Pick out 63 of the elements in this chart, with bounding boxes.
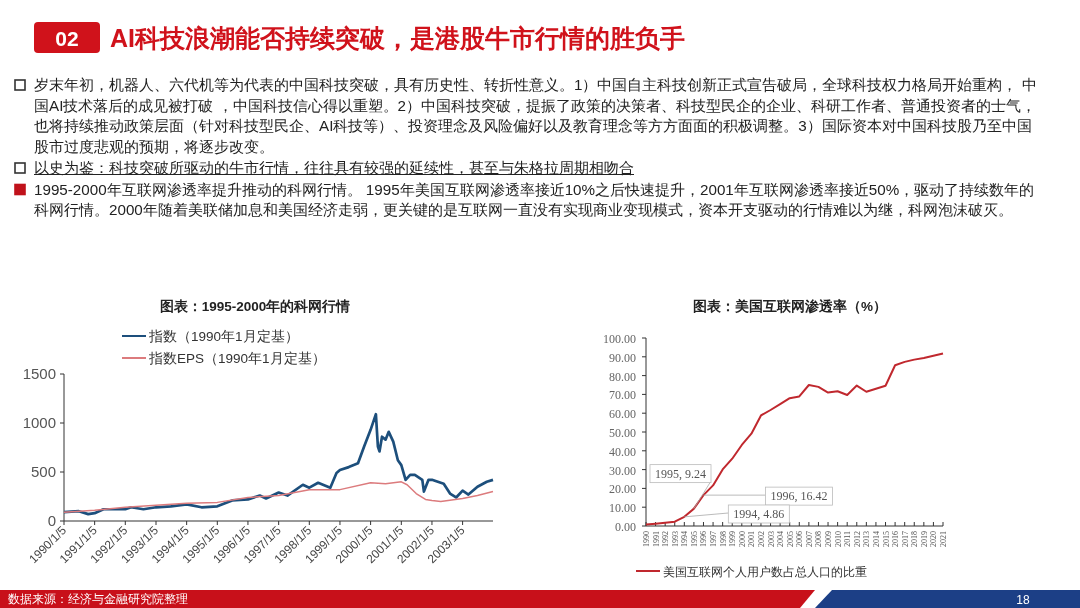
x-tick-label: 2006 [795,531,805,547]
chart-title: 图表：1995-2000年的科网行情 [159,299,351,314]
x-tick-label: 2002 [756,531,766,547]
y-tick-label: 10.00 [609,501,636,516]
x-tick-label: 1992 [661,531,671,547]
x-tick-label: 1993 [670,531,680,547]
legend-label: 美国互联网个人用户数占总人口的比重 [663,565,867,579]
line-series [63,481,494,513]
x-tick-label: 2012 [852,531,862,547]
y-tick-label: 70.00 [609,388,636,403]
y-tick-label: 100.00 [603,332,636,346]
text: 1995-2000年互联网渗透率提升推动的科网行情。 1995年美国互联网渗透率接近10%之后快速提升，2001年互联网渗透率接近50%，驱动了持续数年的科网行情。2000年随着美联储加息和美国经济走弱，更关键的是互联网一直没有实现商业变现模式，资本开支驱动的行情难以为继，科网泡沫破灭。 [34,179,1036,220]
annotation: 1994, 4.86 [733,507,785,521]
x-tick-label: 2019 [919,531,929,547]
y-tick-label: 1500 [22,365,56,382]
x-tick-label: 1995 [689,531,699,547]
x-tick-label: 2014 [871,531,881,547]
y-tick-label: 20.00 [609,482,636,497]
y-tick-label: 0 [47,512,56,529]
x-tick-label: 2008 [814,531,824,547]
x-tick-label: 2004 [776,531,786,547]
y-tick-label: 50.00 [609,426,636,440]
x-tick-label: 2016 [891,531,901,547]
x-tick-label: 2009 [824,531,834,547]
source-note: 数据来源：经济与金融研究院整理 [8,592,188,606]
x-tick-label: 1994 [680,531,690,547]
legend-label: 指数EPS（1990年1月定基） [148,351,326,366]
x-tick-label: 1999 [728,531,738,547]
x-tick-label: 2017 [900,531,910,547]
x-tick-label: 2021 [939,531,948,547]
x-tick-label: 2018 [910,531,920,547]
chart-title: 图表：美国互联网渗透率（%） [692,298,888,314]
text: AI科技浪潮能否持续突破，是港股牛市行情的胜负手 [110,24,685,52]
y-tick-label: 30.00 [609,463,636,478]
y-tick-label: 90.00 [609,350,636,365]
x-tick-label: 2001 [747,531,757,547]
x-tick-label: 2020 [929,531,939,547]
x-tick-label: 2013 [862,531,872,547]
x-tick-label: 2015 [881,531,891,547]
x-tick-label: 2011 [843,531,853,547]
y-tick-label: 1000 [22,414,56,431]
annotation: 1996, 16.42 [770,489,828,504]
x-tick-label: 1990 [642,531,651,547]
x-tick-label: 2000 [737,531,747,547]
text: 18 [1016,593,1030,607]
text: 岁末年初，机器人、六代机等为代表的中国科技突破，具有历史性、转折性意义。1）中国自主科技创新正式宣告破局，全球科技权力格局开始重构， 中国AI技术落后的成见被打破 ，中国科技信心得以重塑。2）中国科技突破，提振了政策的决策者、科技型民企的企业、科研工作者、普通投资者的士气，也将持续推动政策层面（针对科技型民企、AI科技等）、投资理念及风险偏好以及教育理念等方方面面的积极调整。3）国际资本对中国科技股乃至中国股市过度悲观的预期，将逐步改变。 [34,75,1038,157]
x-tick-label: 1996 [699,531,709,547]
y-tick-label: 80.00 [609,369,636,384]
y-tick-label: 60.00 [609,407,636,422]
y-tick-label: 40.00 [609,444,636,459]
x-tick-label: 1991 [651,531,661,547]
x-tick-label: 1998 [718,531,728,547]
x-tick-label: 2003 [766,531,776,547]
x-tick-label: 1997 [709,531,719,547]
text: 以史为鉴：科技突破所驱动的牛市行情，往往具有较强的延续性，甚至与朱格拉周期相吻合 [34,158,635,178]
y-tick-label: 0.00 [615,520,636,534]
x-tick-label: 2010 [833,531,843,547]
y-tick-label: 500 [30,463,56,480]
annotation: 1995, 9.24 [655,466,706,481]
text: 02 [55,27,79,50]
x-tick-label: 2005 [785,531,795,547]
x-tick-label: 2007 [804,531,814,547]
legend-label: 指数（1990年1月定基） [148,329,299,344]
